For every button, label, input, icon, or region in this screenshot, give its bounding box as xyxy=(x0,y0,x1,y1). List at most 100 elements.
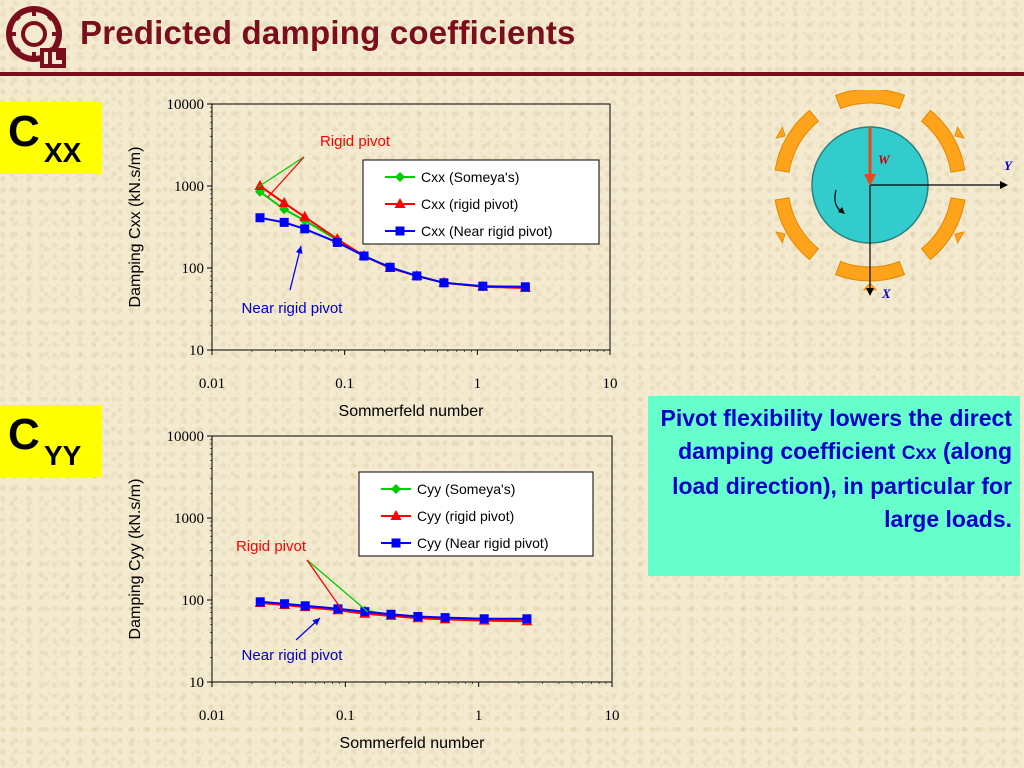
x-tick-label: 10 xyxy=(605,708,620,724)
data-point-diamond xyxy=(395,172,405,182)
data-point-triangle xyxy=(390,510,402,520)
cyy-label: C YY xyxy=(0,405,102,477)
data-point-square xyxy=(412,271,422,281)
y-axis-title: Damping Cxx (kN.s/m) xyxy=(127,147,144,308)
data-point-square xyxy=(359,251,369,261)
annotation-leader xyxy=(267,156,305,198)
y-tick-label: 10000 xyxy=(167,429,205,445)
x-axis-arrow-icon xyxy=(866,288,874,296)
data-point-square xyxy=(522,614,532,624)
cyy-label-sub: YY xyxy=(44,440,82,471)
bearing-pad xyxy=(774,109,820,173)
university-logo-icon xyxy=(6,6,66,68)
x-tick-label: 1 xyxy=(475,708,483,724)
annotation-leader xyxy=(306,559,369,613)
legend-entry: Cxx (Near rigid pivot) xyxy=(421,223,552,239)
data-point-diamond xyxy=(391,484,401,494)
y-axis-title: Damping Cyy (kN.s/m) xyxy=(127,479,144,640)
cxx-label-main: C xyxy=(8,107,40,156)
data-point-square xyxy=(333,604,343,614)
data-point-square xyxy=(280,599,290,609)
data-point-square xyxy=(479,614,489,624)
y-tick-label: 1000 xyxy=(174,511,204,527)
data-point-square xyxy=(360,607,370,617)
data-point-square xyxy=(255,597,265,607)
plot-area xyxy=(211,103,611,351)
legend-entry: Cxx (rigid pivot) xyxy=(421,196,518,212)
x-axis-label: X xyxy=(881,286,891,301)
data-point-triangle xyxy=(278,197,290,208)
load-arrow-icon xyxy=(864,174,876,186)
chart-cyy: 10 100 1000 10000 0.01 0.1 1 10 Sommerfeld numbe… xyxy=(127,429,620,752)
x-tick-label: 0.01 xyxy=(199,708,225,724)
x-tick-label: 1 xyxy=(474,376,482,392)
legend-entry: Cyy (rigid pivot) xyxy=(417,508,514,524)
page-title: Predicted damping coefficients xyxy=(80,14,576,51)
pad-pivot-icon xyxy=(954,126,965,139)
data-point-square xyxy=(300,224,310,234)
data-point-triangle xyxy=(299,210,311,221)
data-point-square xyxy=(391,538,401,548)
cxx-label-sub: XX xyxy=(44,137,82,168)
data-point-square xyxy=(478,281,488,291)
callout-text-before: Pivot flexibility lowers the direct damp… xyxy=(660,405,1012,464)
load-label: W xyxy=(878,152,891,167)
y-tick-label: 10000 xyxy=(167,97,205,113)
data-point-square xyxy=(332,237,342,247)
annotation-label: Near rigid pivot xyxy=(242,647,344,664)
annotation-arrow-icon xyxy=(295,246,303,254)
y-tick-label: 100 xyxy=(182,593,205,609)
legend-entry: Cyy (Someya's) xyxy=(417,481,515,497)
annotation-label: Near rigid pivot xyxy=(242,300,344,317)
x-tick-label: 0.1 xyxy=(336,708,355,724)
x-tick-label: 0.1 xyxy=(335,376,354,392)
legend-entry: Cyy (Near rigid pivot) xyxy=(417,535,548,551)
slide-header: Predicted damping coefficients xyxy=(0,0,1024,80)
bearing-pad xyxy=(774,197,820,261)
plot-area xyxy=(211,435,613,683)
y-axis-arrow-icon xyxy=(1000,181,1008,189)
pad-pivot-icon xyxy=(775,126,786,139)
y-tick-label: 10 xyxy=(189,343,204,359)
x-tick-label: 10 xyxy=(603,376,618,392)
data-point-square xyxy=(440,613,450,623)
data-point-square xyxy=(279,217,289,227)
conclusion-callout: Pivot flexibility lowers the direct damp… xyxy=(648,396,1020,576)
series-line xyxy=(260,602,527,623)
y-axis-label: Y xyxy=(1004,158,1013,173)
data-point-square xyxy=(385,262,395,272)
annotation-label: Rigid pivot xyxy=(320,133,391,150)
chart-cxx: 10 100 1000 10000 0.01 0.1 1 10 Sommerfeld numbe… xyxy=(127,97,618,420)
legend-entry: Cxx (Someya's) xyxy=(421,169,519,185)
bearing-pad xyxy=(920,197,966,261)
data-point-square xyxy=(520,282,530,292)
title-divider xyxy=(0,72,1024,76)
rotation-arrowhead-icon xyxy=(838,207,845,214)
series-line xyxy=(259,216,526,288)
annotation-leader xyxy=(257,156,305,188)
data-point-triangle xyxy=(394,198,406,208)
annotation-arrow-icon xyxy=(312,618,320,626)
y-tick-label: 100 xyxy=(182,261,205,277)
bearing-pads xyxy=(774,90,966,291)
y-tick-label: 10 xyxy=(189,675,204,691)
cxx-label: C XX xyxy=(0,102,102,174)
annotation-leader xyxy=(306,559,343,611)
cyy-label-main: C xyxy=(8,410,40,459)
bearing-pad xyxy=(920,109,966,173)
pad-pivot-icon xyxy=(954,231,965,244)
x-axis-title: Sommerfeld number xyxy=(340,735,486,752)
data-point-square xyxy=(386,609,396,619)
series-line xyxy=(260,600,527,620)
callout-text-after: (along load direction), in particular fo… xyxy=(672,438,1012,532)
data-point-square xyxy=(439,278,449,288)
data-point-square xyxy=(413,611,423,621)
callout-symbol: Cxx xyxy=(901,443,937,464)
bearing-pad xyxy=(834,90,906,110)
annotation-label: Rigid pivot xyxy=(236,538,307,555)
data-point-square xyxy=(300,601,310,611)
x-tick-label: 0.01 xyxy=(199,376,225,392)
y-tick-label: 1000 xyxy=(174,179,204,195)
data-point-square xyxy=(255,213,265,223)
